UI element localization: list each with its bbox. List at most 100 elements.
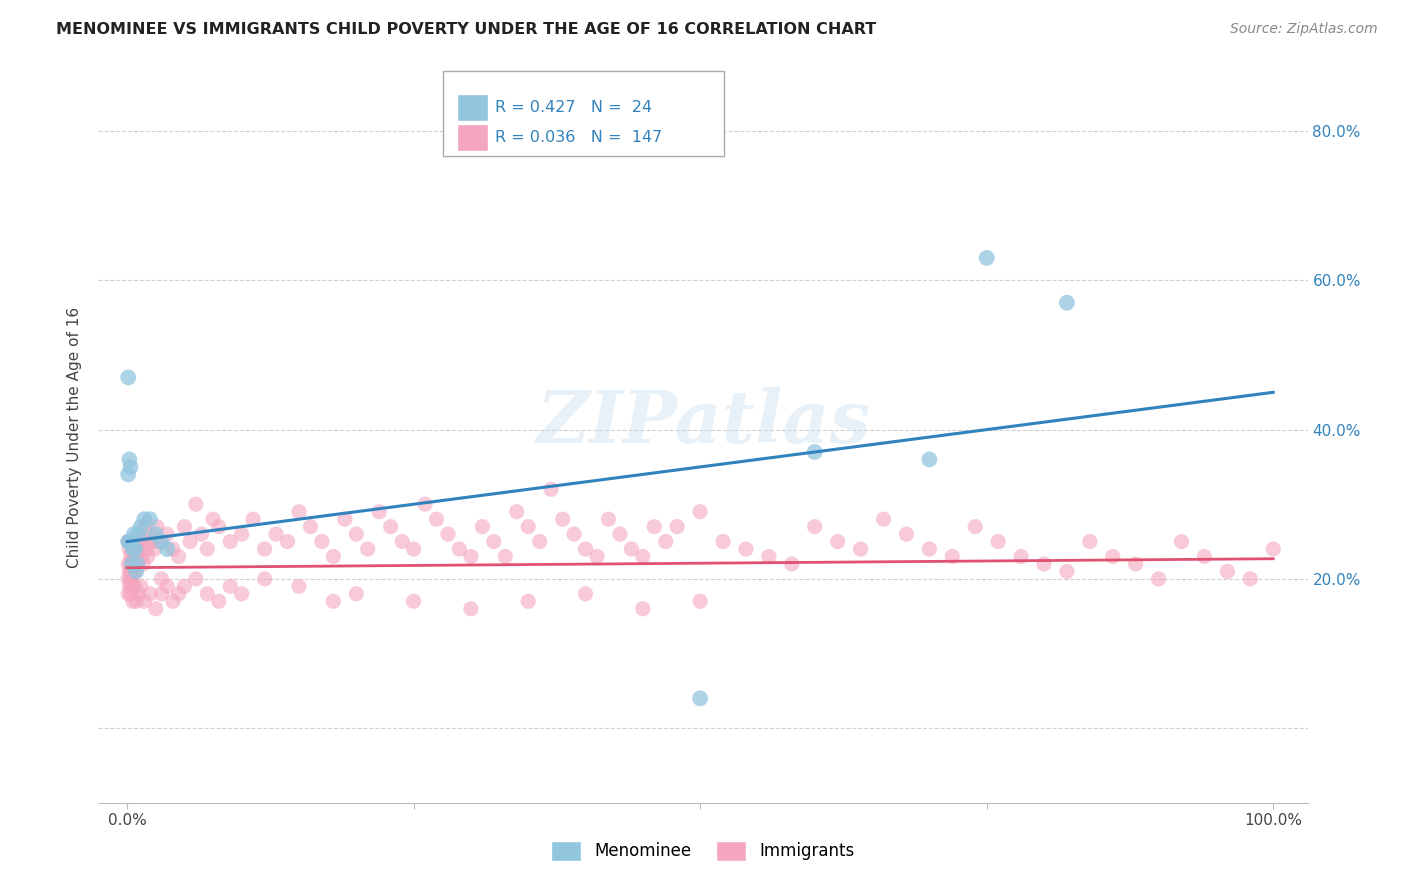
Point [311,534,333,549]
Point [128,587,150,601]
Point [1056,565,1078,579]
Point [129,519,152,533]
Point [121,594,143,608]
Point [918,542,941,557]
Point [711,534,734,549]
Point [139,587,162,601]
Point [167,549,190,564]
Point [449,542,471,557]
Point [121,565,143,579]
Point [219,579,242,593]
Point [322,549,344,564]
Point [471,519,494,533]
Point [118,565,141,579]
Point [132,557,155,571]
Point [1239,572,1261,586]
Point [357,542,380,557]
Point [517,519,540,533]
Point [288,579,311,593]
Point [121,579,143,593]
Point [540,483,562,497]
Point [918,452,941,467]
Point [121,549,143,564]
Point [148,534,170,549]
Point [551,512,574,526]
Point [127,542,149,557]
Point [128,542,150,557]
Point [145,527,167,541]
Point [121,542,143,557]
Point [1101,549,1123,564]
Point [987,534,1010,549]
Point [620,542,643,557]
Point [368,505,391,519]
Point [322,594,344,608]
Point [125,565,148,579]
Point [122,557,145,571]
Legend: Menominee, Immigrants: Menominee, Immigrants [544,834,862,868]
Point [117,370,139,384]
Point [184,572,207,586]
Point [242,512,264,526]
Point [941,549,963,564]
Point [413,497,436,511]
Point [146,519,169,533]
Point [391,534,413,549]
Point [143,542,166,557]
Point [162,594,184,608]
Point [299,519,322,533]
Point [156,579,179,593]
Point [195,587,218,601]
Point [117,557,139,571]
Point [124,565,146,579]
Point [231,587,253,601]
Point [139,512,162,526]
Point [117,572,139,586]
Point [124,549,146,564]
Point [131,549,153,564]
Point [896,527,918,541]
Point [121,565,143,579]
Point [1170,534,1192,549]
Point [574,587,596,601]
Point [150,572,173,586]
Point [118,534,141,549]
Point [1263,542,1285,557]
Point [156,527,179,541]
Point [437,527,460,541]
Point [127,557,149,571]
Point [631,601,654,615]
Point [134,519,156,533]
Point [118,579,141,593]
Point [758,549,780,564]
Point [118,452,141,467]
Point [128,549,150,564]
Point [655,534,678,549]
Point [1010,549,1032,564]
Point [253,572,276,586]
Text: R = 0.036   N =  147: R = 0.036 N = 147 [495,130,662,145]
Point [402,542,425,557]
Point [122,542,145,557]
Point [128,527,150,541]
Point [117,467,139,482]
Point [231,527,253,541]
Point [643,519,665,533]
Point [529,534,551,549]
Point [120,565,142,579]
Point [849,542,872,557]
Point [125,534,148,549]
Point [460,549,482,564]
Point [264,527,287,541]
Point [517,594,540,608]
Point [735,542,758,557]
Point [120,459,142,474]
Point [1125,557,1147,571]
Text: Source: ZipAtlas.com: Source: ZipAtlas.com [1230,22,1378,37]
Point [139,527,162,541]
Point [689,505,711,519]
Point [460,601,482,615]
Point [184,497,207,511]
Point [150,534,173,549]
Text: ZIPatlas: ZIPatlas [536,387,870,458]
